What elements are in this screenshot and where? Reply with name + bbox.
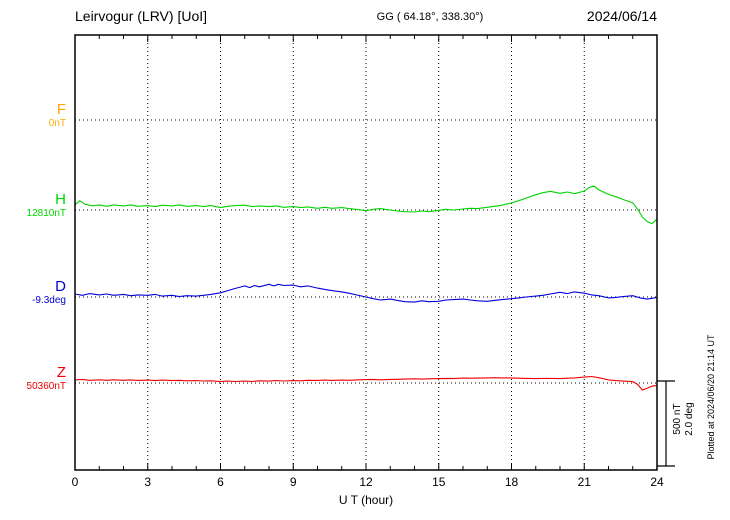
series-name-h: H [55,191,66,208]
plot-date: 2024/06/14 [586,8,657,24]
series-label-z: Z 50360nT [0,365,66,393]
plot-border [74,34,658,471]
x-tick-label: 6 [217,475,224,489]
series-name-d: D [55,278,66,295]
plotted-timestamp: Plotted at 2024/06/20 21:14 UT [706,334,716,460]
x-tick-label: 3 [144,475,152,489]
x-tick-label: 0 [71,475,79,489]
series-label-f: F 0nT [0,102,66,130]
series-name-z: Z [56,364,66,381]
series-label-h: H 12810nT [0,192,66,220]
scale-nt-label: 500 nT [672,403,683,435]
x-tick-label: 24 [650,475,664,489]
x-tick-label: 21 [577,475,591,489]
scale-bar-label: 500 nT 2.0 deg [672,389,696,449]
geo-coordinates: GG ( 64.18°, 338.30°) [376,11,484,23]
series-baseline-z: 50360nT [26,381,66,392]
series-label-d: D -9.3deg [0,279,66,307]
trace-z [74,375,658,391]
series-baseline-h: 12810nT [26,208,66,219]
x-axis-label: U T (hour) [338,493,394,507]
trace-d [74,283,658,303]
x-tick-label: 15 [432,475,446,489]
trace-h [74,185,658,225]
series-baseline-d: -9.3deg [32,295,66,306]
station-title: Leirvogur (LRV) [UoI] [75,8,208,24]
scale-deg-label: 2.0 deg [684,402,695,436]
series-name-f: F [56,101,66,118]
series-baseline-f: 0nT [48,118,66,129]
x-tick-label: 12 [359,475,373,489]
x-tick-label: 9 [289,475,297,489]
x-tick-label: 18 [504,475,519,489]
